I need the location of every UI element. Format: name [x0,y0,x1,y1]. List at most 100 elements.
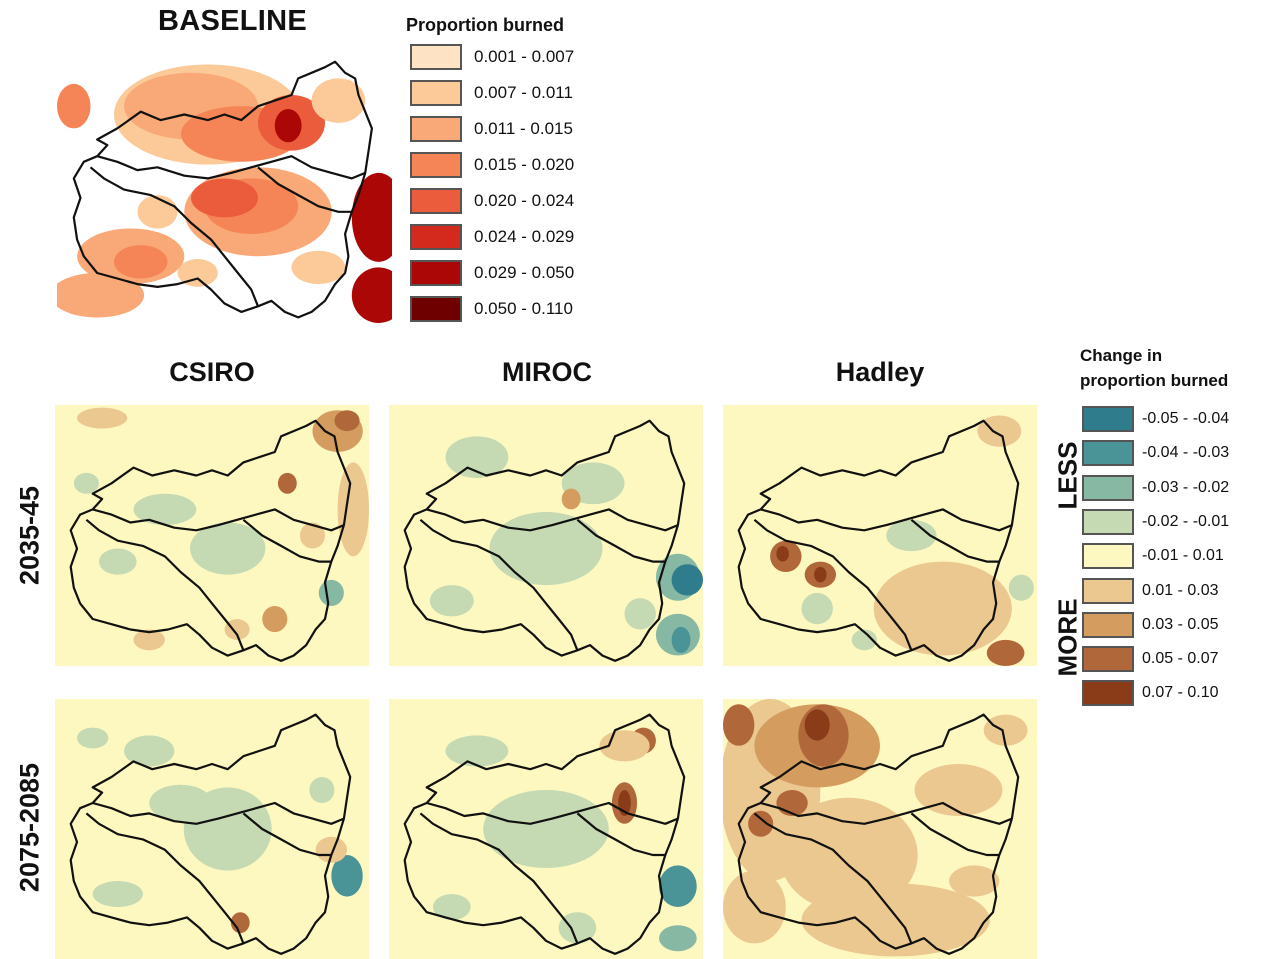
subbasin-boundary [89,166,260,307]
subbasin-boundary [85,518,245,651]
watershed-boundary [69,419,352,662]
subbasin-boundary [242,518,332,563]
subbasin-boundary [753,518,913,651]
legend-swatch [410,260,462,286]
less-label: LESS [1052,441,1083,510]
legend-label: 0.03 - 0.05 [1142,615,1219,633]
change-patch [483,790,609,868]
subbasin-boundary [426,801,679,825]
change-patch [949,865,1000,897]
legend-label: -0.01 - 0.01 [1142,547,1224,565]
subbasin-boundary [96,155,366,180]
column-title-miroc: MIROC [502,357,592,387]
subbasin-boundary [92,508,345,532]
change-patch [76,727,109,749]
legend-swatch [1082,680,1134,707]
subbasin-boundary [85,812,245,944]
change-patch [98,548,137,575]
change-patch [133,629,165,651]
legend-swatch [410,80,462,106]
change-patch [337,462,369,557]
burn-patch [291,250,346,285]
watershed-boundary [403,419,686,662]
subbasin-boundary [92,801,345,825]
change-patch [659,925,697,952]
change-patch [659,865,697,907]
legend-swatch [410,152,462,178]
subbasin-boundary [242,812,332,857]
burn-patch [137,195,178,229]
change-patch [149,784,212,822]
change-patch [262,605,288,633]
watershed-boundary [69,713,352,955]
subbasin-boundary [419,812,579,944]
change-legend-title-line2: proportion burned [1080,371,1229,390]
baseline-legend-title: Proportion burned [406,15,564,35]
burn-patch [177,259,218,287]
legend-label: 0.01 - 0.03 [1142,581,1219,599]
change-patch [776,545,789,562]
change-patch [851,629,877,651]
legend-swatch [1082,577,1134,604]
change-patch [445,436,509,479]
map-hadley-2075-2085 [723,699,1037,959]
change-patch [73,472,99,494]
change-patch [801,883,990,957]
change-patch [977,415,1022,447]
change-legend-title-line1: Change in [1080,346,1163,365]
legend-label: 0.07 - 0.10 [1142,684,1219,702]
legend-label: 0.05 - 0.07 [1142,650,1219,668]
change-patch [886,519,937,552]
legend-label: 0.020 - 0.024 [474,191,575,210]
change-patch [331,855,363,897]
legend-swatch [410,116,462,142]
column-title-hadley: Hadley [835,357,925,387]
change-patch [124,735,175,767]
change-patch [671,626,691,653]
burn-patch [311,78,366,123]
subbasin-boundary [760,508,1013,532]
subbasin-boundary [576,518,666,563]
change-patch [315,836,348,863]
change-patch [801,592,833,625]
change-patch [334,410,360,432]
subbasin-boundary [576,812,666,857]
change-legend-title: Change in proportion burned [1080,343,1228,393]
legend-label: 0.001 - 0.007 [474,47,575,66]
change-legend: -0.05 - -0.04 -0.04 - -0.03 -0.03 - -0.02 -… [1082,406,1272,707]
watershed-boundary [737,419,1020,662]
baseline-map [57,60,392,323]
baseline-legend: 0.001 - 0.007 0.007 - 0.011 0.011 - 0.015 0… [410,44,610,334]
change-patch [776,790,808,816]
subbasin-boundary [760,801,1013,825]
legend-label: -0.04 - -0.03 [1142,444,1230,462]
change-patch [624,598,656,630]
subbasin-boundary [419,518,579,651]
change-patch [671,564,703,596]
column-title-csiro: CSIRO [169,357,255,387]
burn-patch [57,83,91,129]
subbasin-boundary [910,518,1000,563]
legend-label: -0.03 - -0.02 [1142,478,1230,496]
subbasin-boundary [753,812,913,944]
legend-swatch [1082,474,1134,501]
map-hadley-2035-45 [723,405,1037,666]
change-patch [814,566,827,583]
legend-swatch [1082,611,1134,638]
map-csiro-2075-2085 [55,699,369,959]
map-miroc-2075-2085 [389,699,703,959]
change-patch [561,488,581,510]
change-patch [914,764,1003,816]
change-patch [986,639,1025,666]
legend-label: -0.05 - -0.04 [1142,410,1230,427]
change-patch [309,777,335,803]
burn-patch [57,272,145,318]
legend-label: -0.02 - -0.01 [1142,512,1230,530]
legend-swatch [410,224,462,250]
change-patch [983,714,1028,746]
legend-swatch [1082,440,1134,467]
change-patch [76,407,128,429]
legend-label: 0.007 - 0.011 [474,83,573,102]
more-label: MORE [1052,598,1083,677]
burn-patch [351,172,392,262]
